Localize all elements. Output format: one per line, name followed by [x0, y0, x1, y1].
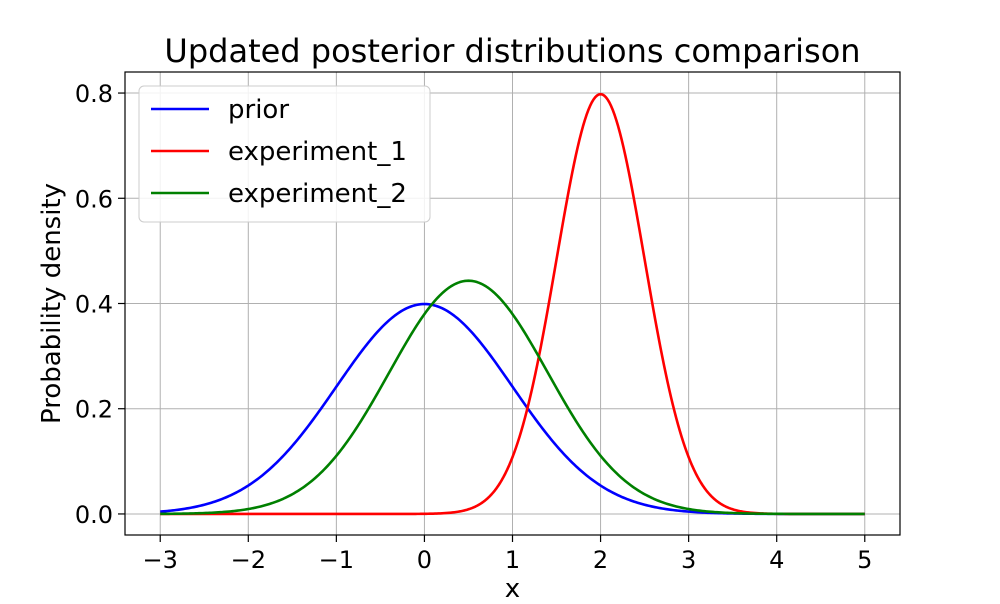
- x-tick-label: 3: [681, 546, 696, 574]
- y-axis-label: Probability density: [37, 183, 67, 424]
- legend-label-experiment-1: experiment_1: [228, 137, 407, 167]
- x-tick-label: 1: [505, 546, 520, 574]
- legend-box: [138, 85, 431, 223]
- x-axis-label: x: [505, 574, 520, 600]
- chart-title: Updated posterior distributions comparis…: [164, 32, 860, 70]
- x-tick-label: 4: [769, 546, 784, 574]
- x-tick-label: 5: [857, 546, 872, 574]
- y-tick-label: 0.0: [75, 501, 113, 529]
- series-lines: [160, 92, 865, 516]
- legend-label-prior: prior: [228, 95, 289, 125]
- series-line-experiment-2: [160, 279, 865, 516]
- y-tick-label: 0.4: [75, 291, 113, 319]
- x-tick-label: 0: [417, 546, 432, 574]
- x-tick-label: −1: [319, 546, 354, 574]
- ticks: −3 −2 −1 0 1 2 3 4 5 0.0 0.2 0.4 0.6 0.8: [75, 80, 873, 574]
- legend-label-experiment-2: experiment_2: [228, 179, 407, 209]
- legend: prior experiment_1 experiment_2: [138, 85, 431, 223]
- y-tick-label: 0.8: [75, 80, 113, 108]
- x-tick-label: −2: [231, 546, 266, 574]
- x-tick-label: −3: [143, 546, 178, 574]
- y-tick-label: 0.6: [75, 185, 113, 213]
- y-tick-label: 0.2: [75, 396, 113, 424]
- x-tick-label: 2: [593, 546, 608, 574]
